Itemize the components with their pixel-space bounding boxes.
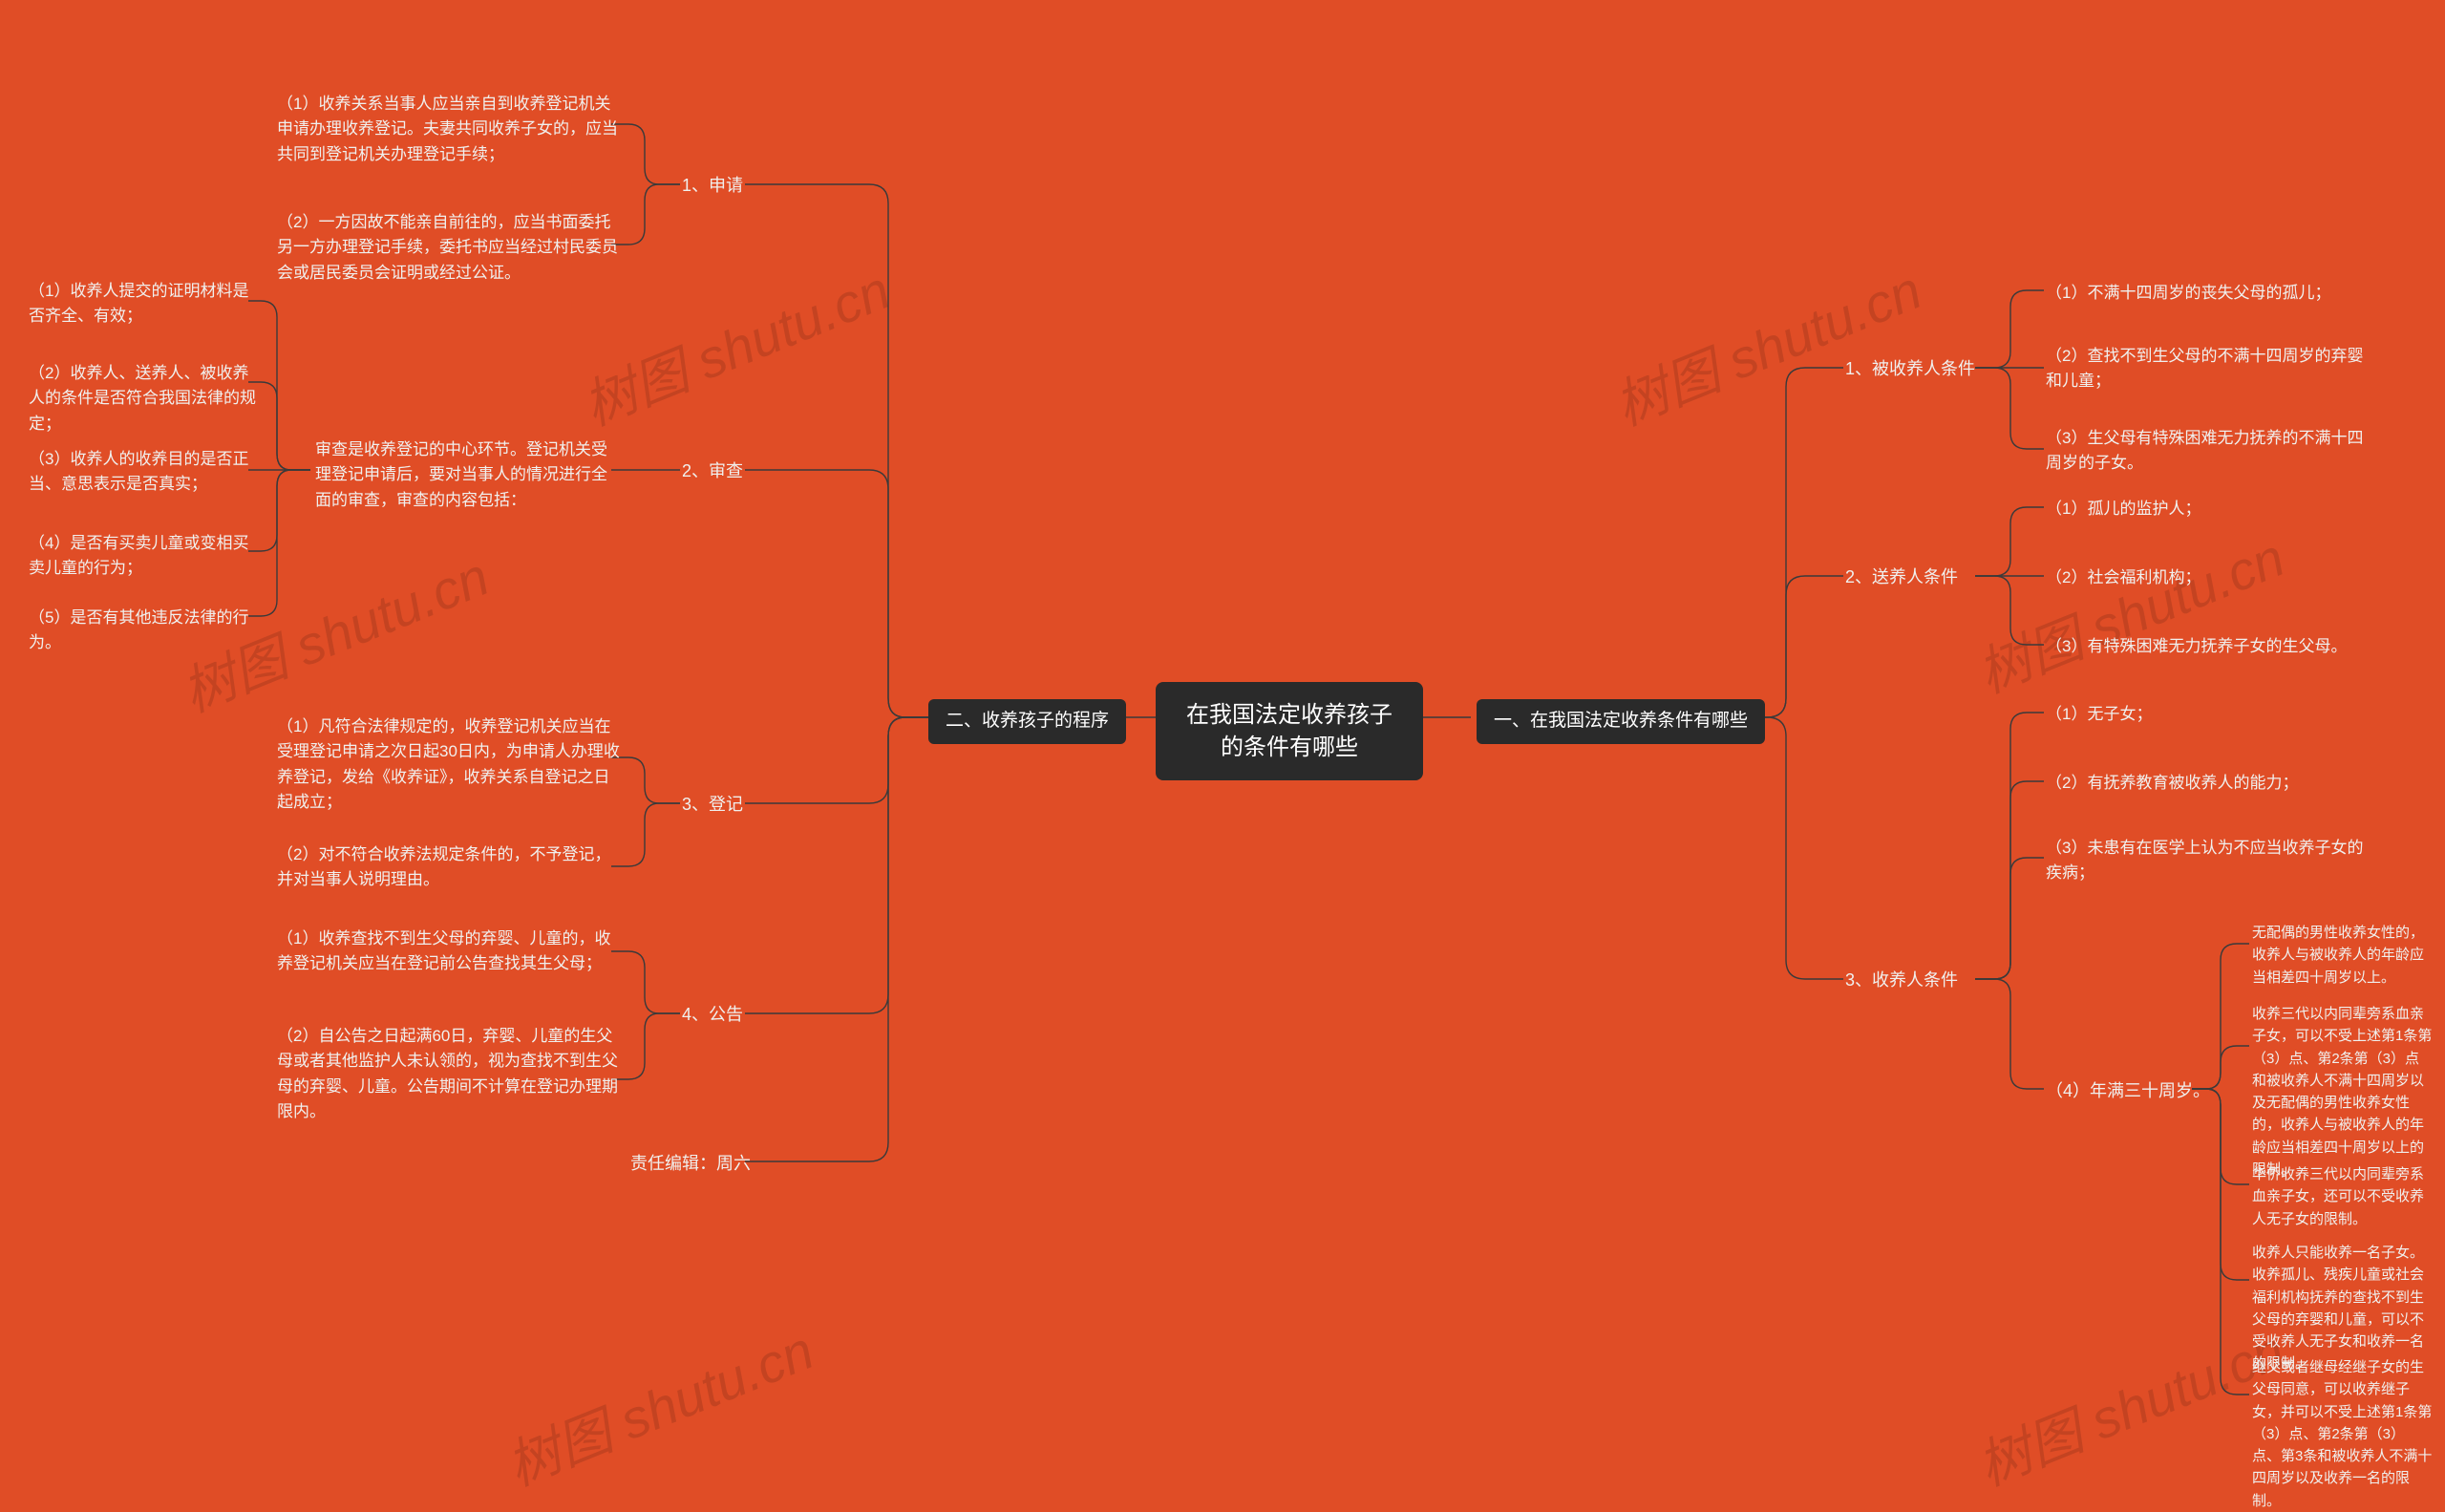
leaf-age: （4）年满三十周岁。 [2046, 1079, 2210, 1103]
leaf: （5）是否有其他违反法律的行为。 [29, 606, 258, 656]
sub-adopter: 3、收养人条件 [1845, 969, 1958, 992]
leaf: （3）未患有在医学上认为不应当收养子女的疾病； [2046, 836, 2371, 886]
watermark: 树图 shutu.cn [1965, 515, 2294, 708]
leaf: （1）孤儿的监护人； [2046, 497, 2371, 522]
mindmap-canvas: 树图 shutu.cn 树图 shutu.cn 树图 shutu.cn 树图 s… [0, 0, 2445, 1507]
leaf: （2）社会福利机构； [2046, 565, 2371, 590]
editor-note: 责任编辑：周六 [630, 1152, 751, 1176]
sub-sender: 2、送养人条件 [1845, 565, 1958, 589]
leaf: （2）有抚养教育被收养人的能力； [2046, 771, 2371, 796]
sub-register: 3、登记 [682, 793, 743, 817]
branch-right: 一、在我国法定收养条件有哪些 [1477, 699, 1765, 744]
subnote: 收养人只能收养一名子女。收养孤儿、残疾儿童或社会福利机构抚养的查找不到生父母的弃… [2252, 1242, 2434, 1375]
branch-left: 二、收养孩子的程序 [928, 699, 1126, 744]
leaf: （2）查找不到生父母的不满十四周岁的弃婴和儿童； [2046, 344, 2371, 394]
subnote: 无配偶的男性收养女性的，收养人与被收养人的年龄应当相差四十周岁以上。 [2252, 922, 2434, 989]
subnote: 收养三代以内同辈旁系血亲子女，可以不受上述第1条第（3）点、第2条第（3）点和被… [2252, 1003, 2434, 1181]
leaf: （1）不满十四周岁的丧失父母的孤儿； [2046, 281, 2371, 306]
subnote: 华侨收养三代以内同辈旁系血亲子女，还可以不受收养人无子女的限制。 [2252, 1163, 2434, 1230]
leaf: （1）收养关系当事人应当亲自到收养登记机关申请办理收养登记。夫妻共同收养子女的，… [277, 92, 621, 167]
center-node: 在我国法定收养孩子的条件有哪些 [1156, 682, 1423, 780]
leaf: （2）收养人、送养人、被收养人的条件是否符合我国法律的规定； [29, 361, 258, 437]
review-note: 审查是收养登记的中心环节。登记机关受理登记申请后，要对当事人的情况进行全面的审查… [315, 437, 611, 513]
sub-review: 2、审查 [682, 459, 743, 483]
leaf: （1）凡符合法律规定的，收养登记机关应当在受理登记申请之次日起30日内，为申请人… [277, 714, 621, 815]
subnote: 继父或者继母经继子女的生父母同意，可以收养继子女，并可以不受上述第1条第（3）点… [2252, 1356, 2434, 1512]
leaf: （2）对不符合收养法规定条件的，不予登记，并对当事人说明理由。 [277, 842, 621, 893]
leaf: （3）生父母有特殊困难无力抚养的不满十四周岁的子女。 [2046, 426, 2371, 477]
sub-notice: 4、公告 [682, 1003, 743, 1027]
watermark: 树图 shutu.cn [494, 1308, 823, 1501]
watermark: 树图 shutu.cn [1965, 1308, 2294, 1501]
leaf: （2）一方因故不能亲自前往的，应当书面委托另一方办理登记手续，委托书应当经过村民… [277, 210, 621, 286]
leaf: （4）是否有买卖儿童或变相买卖儿童的行为； [29, 531, 258, 582]
leaf: （3）收养人的收养目的是否正当、意思表示是否真实； [29, 447, 258, 498]
watermark: 树图 shutu.cn [1602, 247, 1931, 440]
leaf: （3）有特殊困难无力抚养子女的生父母。 [2046, 634, 2371, 659]
leaf: （1）无子女； [2046, 702, 2371, 727]
leaf: （1）收养人提交的证明材料是否齐全、有效； [29, 279, 258, 330]
sub-apply: 1、申请 [682, 174, 743, 198]
leaf: （1）收养查找不到生父母的弃婴、儿童的，收养登记机关应当在登记前公告查找其生父母… [277, 926, 621, 977]
leaf: （2）自公告之日起满60日，弃婴、儿童的生父母或者其他监护人未认领的，视为查找不… [277, 1024, 621, 1124]
sub-adoptee: 1、被收养人条件 [1845, 357, 1975, 381]
